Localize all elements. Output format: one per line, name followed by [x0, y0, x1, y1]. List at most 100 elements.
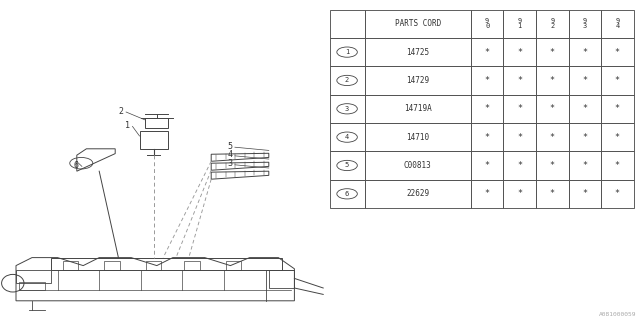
Text: 2: 2	[118, 107, 124, 116]
Bar	[536, 66, 568, 95]
Bar	[63, 261, 78, 270]
Text: 9
4: 9 4	[615, 18, 620, 29]
Bar	[16, 270, 51, 283]
Bar	[365, 66, 471, 95]
Bar	[330, 38, 365, 66]
Bar	[504, 66, 536, 95]
Bar	[536, 123, 568, 151]
Bar	[365, 123, 471, 151]
Bar	[601, 10, 634, 38]
Text: *: *	[517, 104, 522, 113]
Bar	[568, 95, 601, 123]
Bar	[471, 66, 504, 95]
Bar	[330, 180, 365, 208]
Text: 3: 3	[345, 106, 349, 112]
Text: 22629: 22629	[406, 189, 429, 198]
Text: *: *	[550, 189, 555, 198]
Text: *: *	[582, 104, 588, 113]
Text: 4: 4	[227, 150, 232, 159]
Text: *: *	[615, 76, 620, 85]
Bar	[504, 180, 536, 208]
Bar	[536, 180, 568, 208]
Bar	[365, 151, 471, 180]
Text: *: *	[615, 189, 620, 198]
Text: 1: 1	[125, 121, 130, 130]
Text: *: *	[517, 133, 522, 142]
Text: *: *	[484, 76, 490, 85]
Text: *: *	[582, 133, 588, 142]
Text: 1: 1	[345, 49, 349, 55]
Text: *: *	[550, 133, 555, 142]
Text: 14719A: 14719A	[404, 104, 431, 113]
Bar	[226, 261, 241, 270]
Bar	[601, 123, 634, 151]
Bar	[601, 180, 634, 208]
Bar	[536, 95, 568, 123]
Text: 14725: 14725	[406, 48, 429, 57]
Bar	[601, 95, 634, 123]
Bar	[568, 10, 601, 38]
Text: 4: 4	[345, 134, 349, 140]
Bar	[504, 95, 536, 123]
Bar	[471, 10, 504, 38]
Text: *: *	[582, 189, 588, 198]
Text: *: *	[550, 161, 555, 170]
Bar	[568, 123, 601, 151]
Text: *: *	[484, 161, 490, 170]
Bar	[330, 10, 365, 38]
Text: 5: 5	[227, 142, 232, 151]
Text: *: *	[484, 48, 490, 57]
Text: *: *	[582, 76, 588, 85]
Bar	[504, 38, 536, 66]
Text: *: *	[517, 189, 522, 198]
Text: *: *	[484, 104, 490, 113]
Bar	[146, 261, 161, 270]
Bar	[568, 151, 601, 180]
Text: 6: 6	[345, 191, 349, 197]
Bar	[140, 131, 168, 149]
Text: 9
3: 9 3	[582, 18, 587, 29]
Text: 9
2: 9 2	[550, 18, 554, 29]
Text: PARTS CORD: PARTS CORD	[395, 19, 441, 28]
Bar	[601, 151, 634, 180]
Bar	[471, 38, 504, 66]
Bar	[471, 123, 504, 151]
Bar	[365, 180, 471, 208]
Bar	[601, 66, 634, 95]
Bar	[568, 180, 601, 208]
Text: *: *	[550, 76, 555, 85]
Bar	[536, 10, 568, 38]
Bar	[365, 10, 471, 38]
Text: 9
1: 9 1	[518, 18, 522, 29]
Text: *: *	[484, 133, 490, 142]
Text: *: *	[484, 189, 490, 198]
Text: 9
0: 9 0	[485, 18, 490, 29]
Text: *: *	[615, 133, 620, 142]
Bar	[536, 38, 568, 66]
Text: 3: 3	[227, 159, 232, 168]
Text: 14710: 14710	[406, 133, 429, 142]
Bar	[504, 151, 536, 180]
Bar	[51, 258, 282, 270]
Text: A081000059: A081000059	[599, 312, 637, 317]
Text: 6: 6	[74, 161, 79, 170]
Text: *: *	[615, 48, 620, 57]
Text: *: *	[615, 161, 620, 170]
Bar	[19, 282, 45, 290]
Bar	[330, 123, 365, 151]
Text: *: *	[615, 104, 620, 113]
Text: *: *	[517, 48, 522, 57]
Text: *: *	[550, 48, 555, 57]
Text: C00813: C00813	[404, 161, 431, 170]
Bar	[365, 38, 471, 66]
Text: *: *	[517, 161, 522, 170]
Text: 5: 5	[345, 163, 349, 169]
Bar	[365, 95, 471, 123]
Bar	[471, 151, 504, 180]
Bar	[601, 38, 634, 66]
Text: 14729: 14729	[406, 76, 429, 85]
Text: *: *	[582, 161, 588, 170]
Bar	[330, 151, 365, 180]
Bar	[536, 151, 568, 180]
Bar	[330, 66, 365, 95]
